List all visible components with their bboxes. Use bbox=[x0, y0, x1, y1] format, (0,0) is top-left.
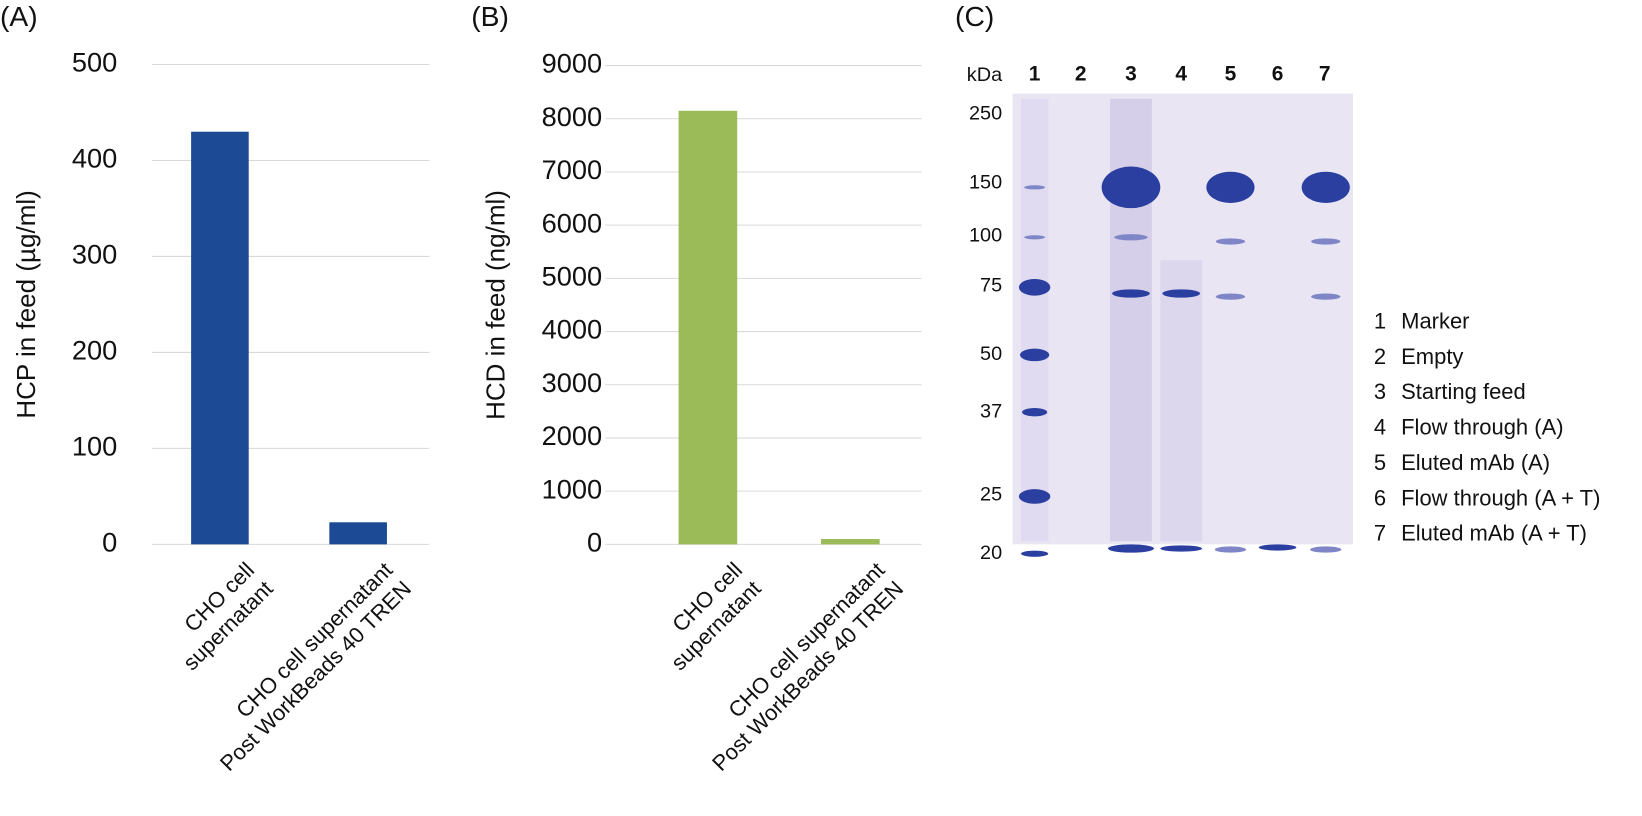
x-tick-label: CHO cellsupernatant bbox=[159, 557, 277, 675]
y-tick-label: 100 bbox=[72, 431, 117, 462]
lane-number: 4 bbox=[1175, 62, 1187, 85]
gel-unit: kDa bbox=[967, 64, 1003, 86]
y-tick-label: 9000 bbox=[542, 48, 603, 79]
marker-size: 100 bbox=[969, 225, 1002, 247]
marker-size: 25 bbox=[980, 484, 1002, 506]
y-tick-label: 4000 bbox=[542, 314, 603, 345]
legend-label: Eluted mAb (A + T) bbox=[1401, 521, 1587, 546]
x-tick-label: CHO cellsupernatant bbox=[647, 557, 765, 675]
marker-size: 150 bbox=[969, 171, 1002, 193]
bar bbox=[329, 522, 387, 545]
y-tick-label: 400 bbox=[72, 143, 117, 174]
y-axis-title: HCP in feed (µg/ml) bbox=[11, 190, 41, 418]
y-tick-label: 500 bbox=[72, 47, 117, 78]
y-tick-label: 3000 bbox=[542, 367, 603, 398]
marker-size: 20 bbox=[980, 542, 1002, 564]
y-tick-label: 5000 bbox=[542, 261, 603, 292]
bar bbox=[678, 110, 738, 545]
y-tick-label: 300 bbox=[72, 239, 117, 270]
lane-number: 7 bbox=[1319, 62, 1331, 85]
legend-number: 6 bbox=[1374, 485, 1386, 510]
gel-image bbox=[1012, 93, 1353, 557]
legend-label: Starting feed bbox=[1401, 379, 1526, 404]
y-tick-label: 7000 bbox=[542, 154, 603, 185]
marker-size: 37 bbox=[980, 400, 1002, 422]
legend-label: Marker bbox=[1401, 308, 1469, 333]
panel-label: (B) bbox=[471, 0, 509, 32]
legend-number: 3 bbox=[1374, 379, 1386, 404]
legend-number: 1 bbox=[1374, 308, 1386, 333]
y-tick-label: 0 bbox=[102, 527, 117, 558]
y-axis-title: HCD in feed (ng/ml) bbox=[480, 190, 510, 420]
legend-number: 7 bbox=[1374, 521, 1386, 546]
y-tick-label: 6000 bbox=[542, 207, 603, 238]
legend-label: Flow through (A) bbox=[1401, 415, 1563, 440]
lane-number: 1 bbox=[1029, 62, 1041, 85]
legend-number: 2 bbox=[1374, 344, 1386, 369]
legend-number: 5 bbox=[1374, 450, 1386, 475]
lane-number: 5 bbox=[1225, 62, 1237, 85]
legend-label: Eluted mAb (A) bbox=[1401, 450, 1550, 475]
marker-size: 250 bbox=[969, 103, 1002, 125]
bar bbox=[191, 131, 249, 545]
y-tick-label: 0 bbox=[587, 527, 602, 558]
marker-size: 75 bbox=[980, 274, 1002, 296]
y-tick-label: 200 bbox=[72, 335, 117, 366]
lane-number: 2 bbox=[1075, 62, 1087, 85]
bar bbox=[821, 539, 880, 545]
panel-label: (C) bbox=[955, 0, 994, 32]
y-tick-label: 8000 bbox=[542, 101, 603, 132]
legend-number: 4 bbox=[1374, 415, 1386, 440]
y-tick-label: 2000 bbox=[542, 420, 603, 451]
lane-number: 3 bbox=[1125, 62, 1137, 85]
y-tick-label: 1000 bbox=[542, 473, 603, 504]
panel-label: (A) bbox=[0, 0, 38, 32]
legend-label: Flow through (A + T) bbox=[1401, 485, 1600, 510]
legend-label: Empty bbox=[1401, 344, 1463, 369]
marker-size: 50 bbox=[980, 343, 1002, 365]
lane-number: 6 bbox=[1272, 62, 1284, 85]
